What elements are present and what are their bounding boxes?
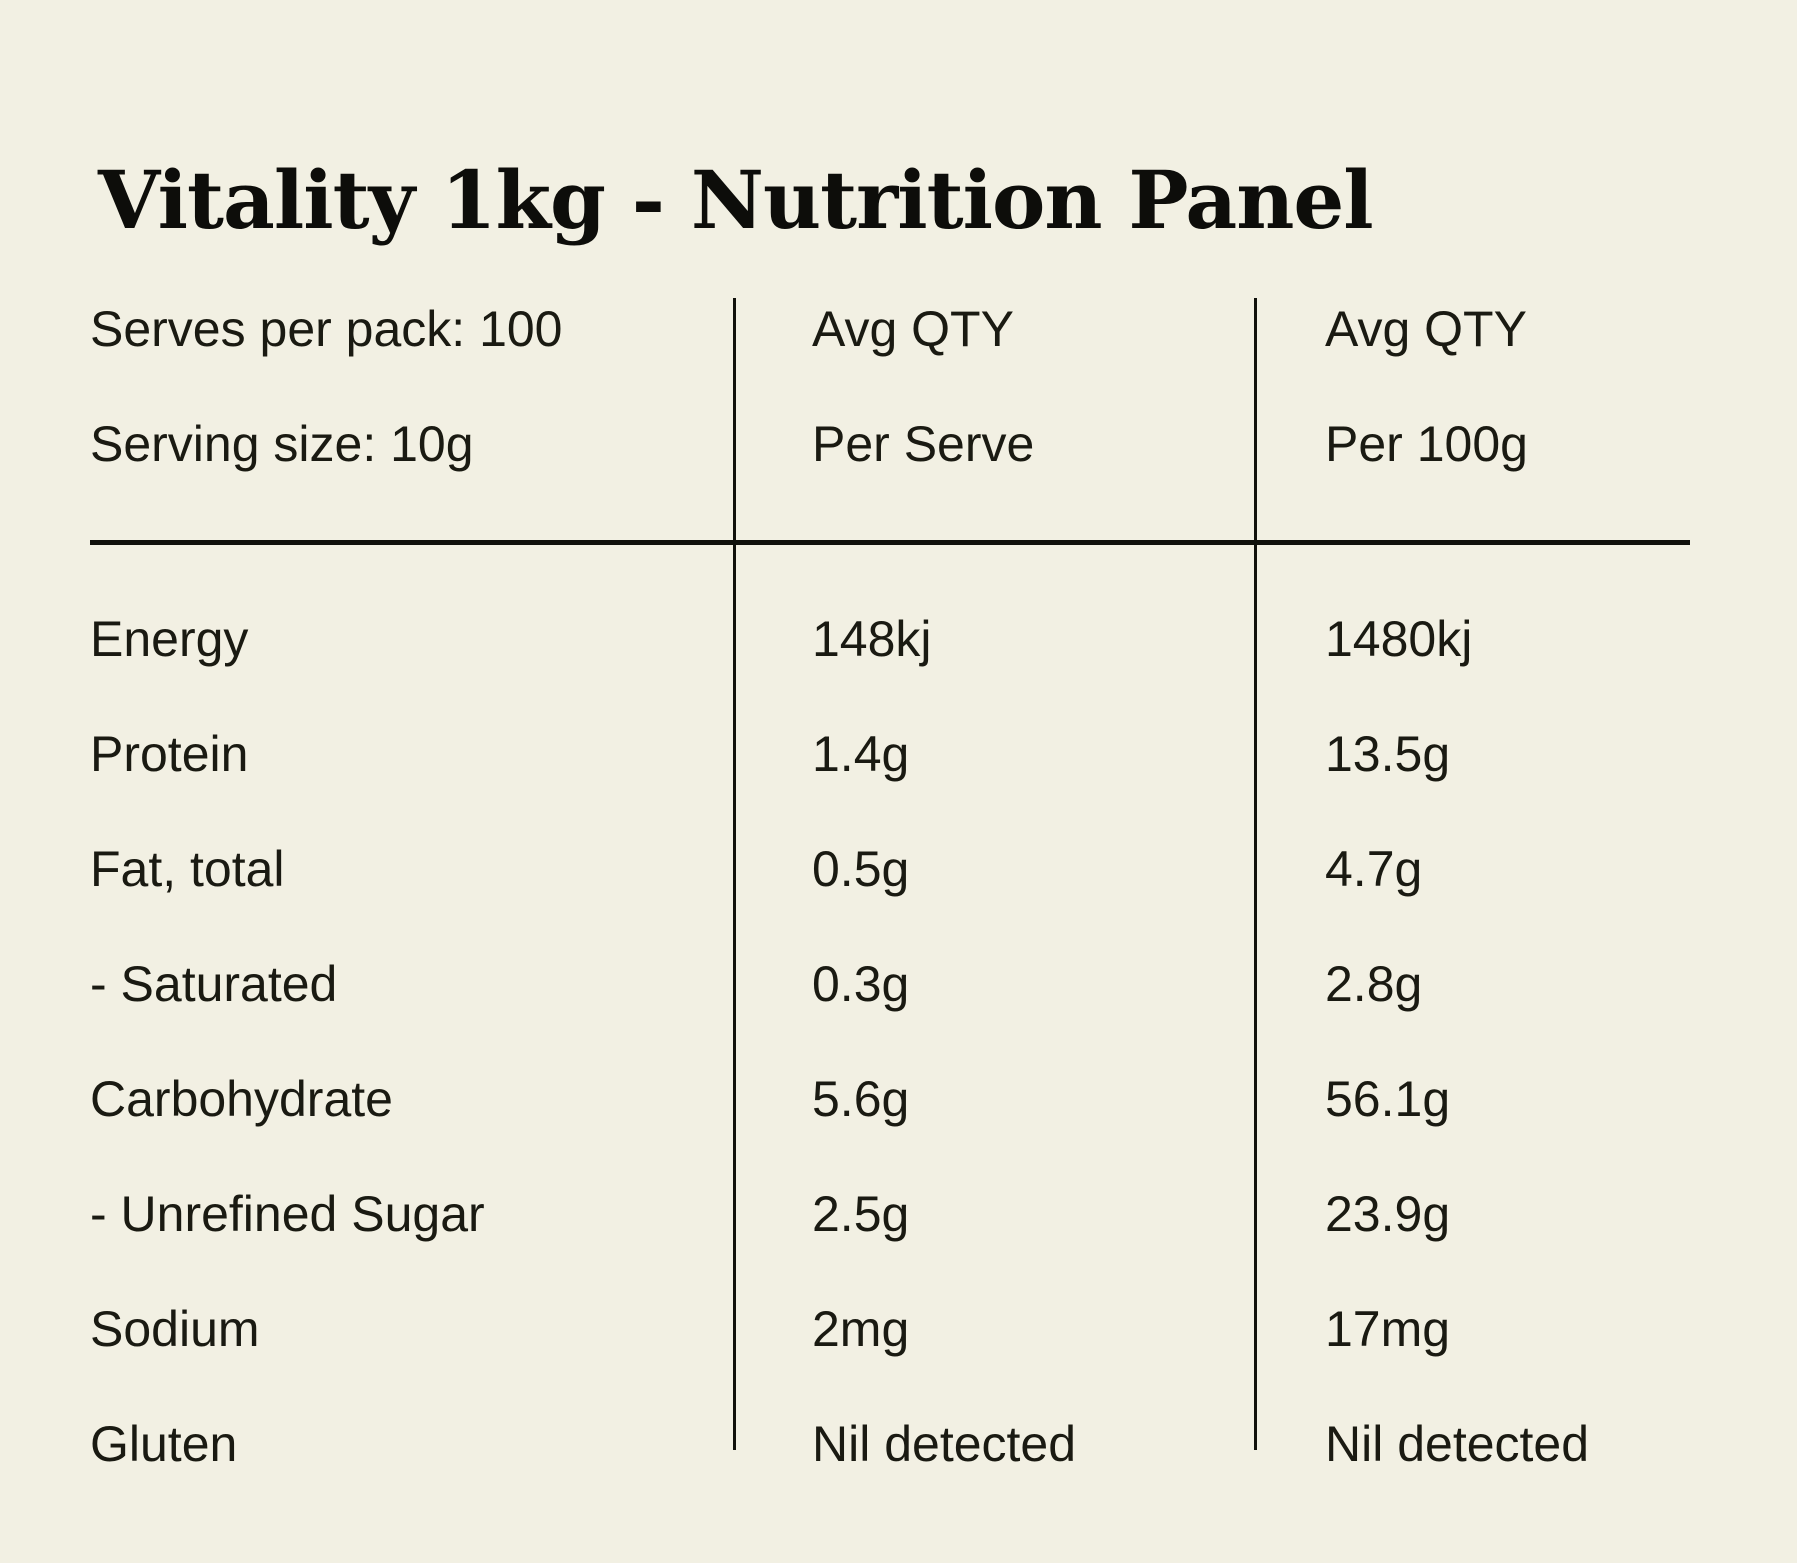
- row-per-serve-value: 148kj: [812, 611, 932, 667]
- row-label: Fat, total: [90, 841, 285, 897]
- table-row-energy: Energy 148kj 1480kj: [90, 582, 1710, 697]
- table-row-unrefined-sugar: - Unrefined Sugar 2.5g 23.9g: [90, 1157, 1710, 1272]
- header-per-100g-line2: Per 100g: [1325, 416, 1528, 472]
- row-per-100g-value: 56.1g: [1325, 1071, 1451, 1127]
- table-row-saturated: - Saturated 0.3g 2.8g: [90, 927, 1710, 1042]
- row-per-serve-value: Nil detected: [812, 1416, 1077, 1472]
- row-per-100g-value: 1480kj: [1325, 611, 1473, 667]
- row-per-serve-value: 0.5g: [812, 841, 910, 897]
- row-per-serve-value: 0.3g: [812, 956, 910, 1012]
- row-per-100g-value: 13.5g: [1325, 726, 1451, 782]
- table-row-sodium: Sodium 2mg 17mg: [90, 1272, 1710, 1387]
- table-row-fat-total: Fat, total 0.5g 4.7g: [90, 812, 1710, 927]
- table-row-carbohydrate: Carbohydrate 5.6g 56.1g: [90, 1042, 1710, 1157]
- table-header-row-1: Serves per pack: 100 Avg QTY Avg QTY: [90, 272, 1710, 387]
- row-per-100g-value: 17mg: [1325, 1301, 1451, 1357]
- header-serves-per-pack: Serves per pack: 100: [90, 301, 563, 357]
- row-label: Protein: [90, 726, 249, 782]
- row-per-100g-value: 23.9g: [1325, 1186, 1451, 1242]
- column-divider-2: [1254, 298, 1257, 1450]
- header-per-100g-line1: Avg QTY: [1325, 301, 1527, 357]
- column-divider-1: [733, 298, 736, 1450]
- table-row-protein: Protein 1.4g 13.5g: [90, 697, 1710, 812]
- row-label: - Saturated: [90, 956, 338, 1012]
- header-divider-rule: [90, 540, 1690, 545]
- page-title: Vitality 1kg - Nutrition Panel: [98, 152, 1374, 247]
- row-per-serve-value: 2mg: [812, 1301, 910, 1357]
- row-per-100g-value: 2.8g: [1325, 956, 1423, 1012]
- row-label: Sodium: [90, 1301, 260, 1357]
- row-per-serve-value: 2.5g: [812, 1186, 910, 1242]
- nutrition-table-body: Energy 148kj 1480kj Protein 1.4g 13.5g F…: [90, 582, 1710, 1502]
- row-per-100g-value: Nil detected: [1325, 1416, 1590, 1472]
- row-label: Gluten: [90, 1416, 238, 1472]
- row-label: Carbohydrate: [90, 1071, 393, 1127]
- row-per-serve-value: 1.4g: [812, 726, 910, 782]
- row-per-100g-value: 4.7g: [1325, 841, 1423, 897]
- row-label: - Unrefined Sugar: [90, 1186, 485, 1242]
- table-header: Serves per pack: 100 Avg QTY Avg QTY Ser…: [90, 272, 1710, 502]
- table-row-gluten: Gluten Nil detected Nil detected: [90, 1387, 1710, 1502]
- table-header-row-2: Serving size: 10g Per Serve Per 100g: [90, 387, 1710, 502]
- header-per-serve-line2: Per Serve: [812, 416, 1035, 472]
- header-per-serve-line1: Avg QTY: [812, 301, 1014, 357]
- row-label: Energy: [90, 611, 249, 667]
- row-per-serve-value: 5.6g: [812, 1071, 910, 1127]
- header-serving-size: Serving size: 10g: [90, 416, 474, 472]
